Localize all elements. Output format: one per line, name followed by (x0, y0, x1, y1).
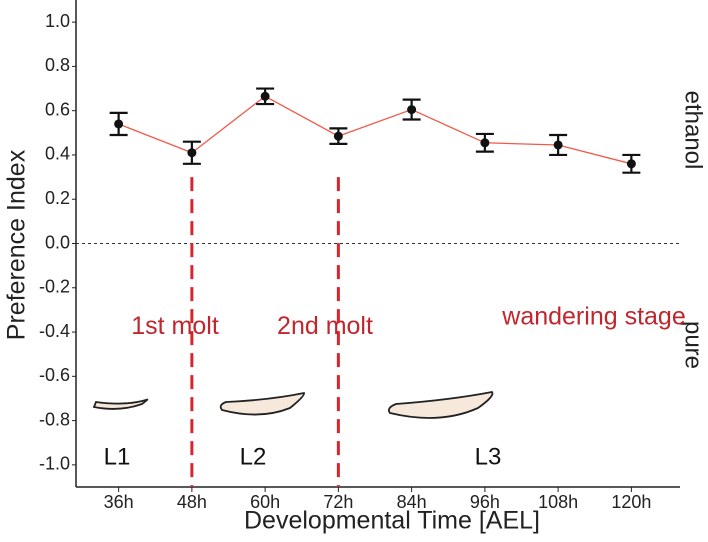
x-tick-label: 108h (538, 492, 578, 512)
y-tick-label: -0.2 (39, 277, 70, 297)
point (553, 140, 563, 150)
y-tick-label: -1.0 (39, 454, 70, 474)
x-tick-label: 48h (177, 492, 207, 512)
stage-label: L2 (240, 444, 267, 471)
stage-label: L3 (475, 444, 502, 471)
point (626, 159, 636, 169)
point (333, 131, 343, 141)
x-tick-label: 84h (397, 492, 427, 512)
annotation: 2nd molt (277, 312, 373, 340)
y-tick-label: -0.8 (39, 409, 70, 429)
y-tick-label: 0.2 (45, 188, 70, 208)
series-line (118, 95, 632, 165)
point (114, 119, 124, 129)
y-tick-label: 0.4 (45, 144, 70, 164)
y-tick-label: 0.8 (45, 55, 70, 75)
x-tick-label: 36h (104, 492, 134, 512)
larva-l2 (219, 391, 305, 416)
x-axis-title: Developmental Time [AEL] (244, 507, 540, 535)
y-tick-label: 0.0 (45, 232, 70, 252)
stage-label: L1 (104, 444, 131, 471)
side-label: pure (680, 321, 707, 369)
y-axis-title: Preference Index (3, 149, 31, 340)
x-tick-label: 60h (250, 492, 280, 512)
annotation: wandering stage (501, 303, 685, 331)
point (260, 91, 270, 101)
y-tick-label: 1.0 (45, 11, 70, 31)
y-tick-label: -0.6 (39, 365, 70, 385)
x-tick-label: 72h (323, 492, 353, 512)
larva-icons (92, 391, 494, 419)
y-tick-label: 0.6 (45, 99, 70, 119)
side-label: ethanol (680, 91, 707, 170)
x-tick-label: 120h (611, 492, 651, 512)
y-tick-label: -0.4 (39, 321, 70, 341)
point (480, 138, 490, 148)
annotation: 1st molt (131, 312, 219, 340)
point (407, 105, 417, 115)
x-tick-label: 96h (470, 492, 500, 512)
larva-l1 (92, 398, 149, 410)
larva-l3 (387, 391, 494, 419)
point (187, 148, 197, 158)
